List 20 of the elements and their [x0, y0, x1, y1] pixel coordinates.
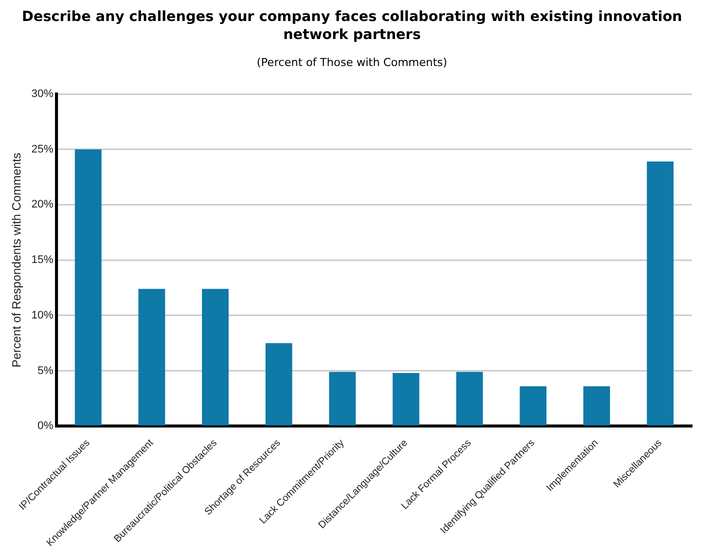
chart-title: Describe any challenges your company faces collaborating with existing innovation network partners: [20, 8, 684, 44]
chart-subtitle: (Percent of Those with Comments): [256, 56, 448, 69]
bar: [583, 386, 610, 426]
bar: [329, 372, 356, 426]
y-tick-label: 15%: [31, 254, 54, 266]
y-tick-label: 0%: [38, 420, 54, 432]
bar: [520, 386, 546, 426]
bar: [456, 372, 483, 426]
bar: [266, 343, 292, 426]
bar: [392, 372, 420, 426]
bar: [202, 288, 229, 426]
y-tick-label: 30%: [31, 88, 54, 100]
bar: [138, 288, 166, 426]
y-tick-label: 5%: [38, 364, 54, 377]
y-tick-label: 20%: [31, 198, 54, 211]
y-axis-title: Percent of Respondents with Comments: [10, 152, 24, 368]
bar: [74, 149, 102, 426]
y-tick-label: 10%: [31, 309, 54, 322]
y-tick-label: 25%: [31, 143, 54, 156]
bar: [646, 162, 674, 426]
